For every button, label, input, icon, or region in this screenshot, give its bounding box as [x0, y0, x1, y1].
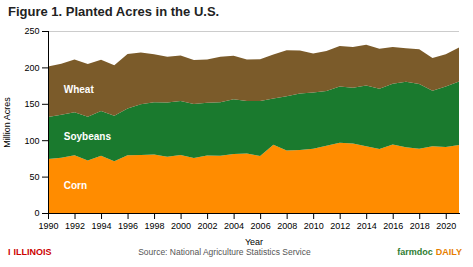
svg-text:100: 100 [24, 136, 39, 146]
svg-text:2016: 2016 [383, 221, 403, 231]
svg-text:2010: 2010 [304, 221, 324, 231]
svg-text:2020: 2020 [436, 221, 456, 231]
svg-text:50: 50 [29, 172, 39, 182]
svg-text:1996: 1996 [118, 221, 138, 231]
svg-text:Wheat: Wheat [64, 84, 95, 95]
html-text:I ILLINOIS: I ILLINOIS [8, 247, 52, 257]
svg-text:0: 0 [34, 208, 39, 218]
svg-text:150: 150 [24, 99, 39, 109]
svg-text:1998: 1998 [145, 221, 165, 231]
svg-text:1990: 1990 [38, 221, 58, 231]
svg-text:1992: 1992 [65, 221, 85, 231]
html-text:Figure 1. Planted Acres in the: Figure 1. Planted Acres in the U.S. [8, 4, 220, 19]
svg-text:2014: 2014 [357, 221, 377, 231]
svg-text:2006: 2006 [251, 221, 271, 231]
svg-text:2002: 2002 [198, 221, 218, 231]
svg-text:2000: 2000 [171, 221, 191, 231]
svg-text:2008: 2008 [277, 221, 297, 231]
svg-text:Million Acres: Million Acres [2, 97, 12, 148]
svg-text:1994: 1994 [92, 221, 112, 231]
svg-text:Corn: Corn [64, 180, 87, 191]
svg-text:Soybeans: Soybeans [64, 131, 112, 142]
svg-text:Year: Year [245, 237, 263, 247]
svg-text:250: 250 [24, 26, 39, 36]
svg-text:2012: 2012 [330, 221, 350, 231]
html-text:Source: National Agriculture S: Source: National Agriculture Statistics … [138, 247, 311, 257]
svg-text:2018: 2018 [410, 221, 430, 231]
html-text:farmdoc DAILY: farmdoc DAILY [397, 247, 462, 257]
svg-text:2004: 2004 [224, 221, 244, 231]
svg-text:200: 200 [24, 63, 39, 73]
